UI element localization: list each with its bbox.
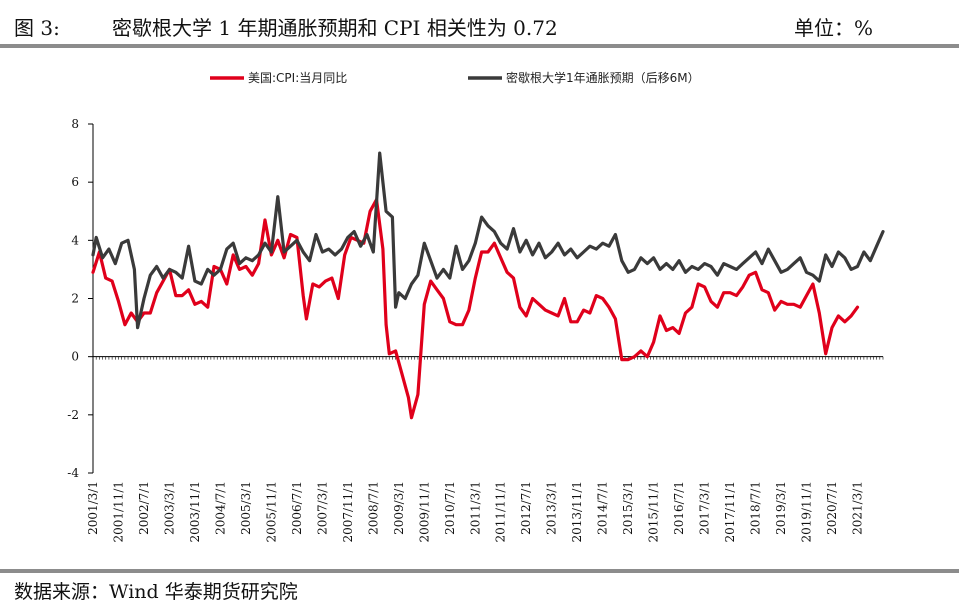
- x-tick-label: 2021/3/1: [851, 481, 865, 535]
- series-layer: [91, 151, 885, 420]
- x-tick-label: 2008/7/1: [366, 481, 380, 535]
- x-tick-label: 2017/11/1: [723, 481, 737, 543]
- x-tick-label: 2009/3/1: [392, 481, 406, 535]
- x-tick-label: 2006/7/1: [290, 481, 304, 535]
- x-tick-label: 2020/7/1: [825, 481, 839, 535]
- legend: 美国:CPI:当月同比 密歇根大学1年通胀预期（后移6M）: [210, 70, 700, 85]
- x-tick-label: 2007/3/1: [315, 481, 329, 535]
- x-tick-label: 2007/11/1: [341, 481, 355, 543]
- x-tick-label: 2017/3/1: [698, 481, 712, 535]
- x-tick-label: 2001/11/1: [111, 481, 125, 543]
- source-note: 数据来源：Wind 华泰期货研究院: [14, 581, 298, 603]
- x-tick-label: 2004/7/1: [213, 481, 227, 535]
- x-tick-label: 2012/7/1: [519, 481, 533, 535]
- line-chart: 美国:CPI:当月同比 密歇根大学1年通胀预期（后移6M） -4 -2 0 2 4 6 8 20…: [67, 70, 885, 543]
- unit-label: 单位：%: [793, 16, 873, 40]
- bottom-divider: [0, 569, 959, 573]
- y-tick-label: 8: [71, 117, 79, 131]
- y-tick-label: 6: [71, 175, 79, 189]
- axes: -4 -2 0 2 4 6 8 2001/3/1 2001/11/1 2002/7/1 2003/3…: [67, 117, 884, 543]
- legend-label-michigan: 密歇根大学1年通胀预期（后移6M）: [506, 70, 700, 85]
- legend-label-cpi: 美国:CPI:当月同比: [248, 71, 347, 85]
- figure-label: 图 3:: [14, 16, 60, 40]
- x-tick-label: 2013/11/1: [570, 481, 584, 543]
- y-tick-label: -2: [67, 408, 79, 422]
- figure-title: 密歇根大学 1 年期通胀预期和 CPI 相关性为 0.72: [112, 16, 558, 40]
- x-tick-label: 2015/11/1: [647, 481, 661, 543]
- x-tick-label: 2005/3/1: [239, 481, 253, 535]
- x-tick-label: 2014/7/1: [596, 481, 610, 535]
- x-tick-label: 2003/3/1: [162, 481, 176, 535]
- x-tick-label: 2010/7/1: [443, 481, 457, 535]
- x-tick-label: 2016/7/1: [672, 481, 686, 535]
- y-tick-label: -4: [67, 466, 79, 480]
- y-tick-label: 0: [71, 350, 79, 364]
- top-divider: [0, 44, 959, 48]
- x-tick-label: 2003/11/1: [188, 481, 202, 543]
- x-tick-label: 2011/11/1: [494, 481, 508, 543]
- x-tick-label: 2011/3/1: [468, 481, 482, 535]
- series-line-michigan-expectation: [91, 151, 885, 330]
- series-line-cpi: [91, 198, 860, 420]
- y-tick-label: 4: [71, 233, 79, 247]
- y-tick-label: 2: [71, 292, 79, 306]
- x-tick-label: 2015/3/1: [621, 481, 635, 535]
- x-tick-label: 2001/3/1: [86, 481, 100, 535]
- x-tick-label: 2019/11/1: [800, 481, 814, 543]
- x-tick-label: 2009/11/1: [417, 481, 431, 543]
- x-tick-label: 2019/3/1: [774, 481, 788, 535]
- x-tick-label: 2018/7/1: [749, 481, 763, 535]
- x-tick-label: 2005/11/1: [264, 481, 278, 543]
- x-tick-label: 2013/3/1: [545, 481, 559, 535]
- x-tick-label: 2002/7/1: [137, 481, 151, 535]
- figure-header: 图 3: 密歇根大学 1 年期通胀预期和 CPI 相关性为 0.72 单位：%: [0, 0, 959, 44]
